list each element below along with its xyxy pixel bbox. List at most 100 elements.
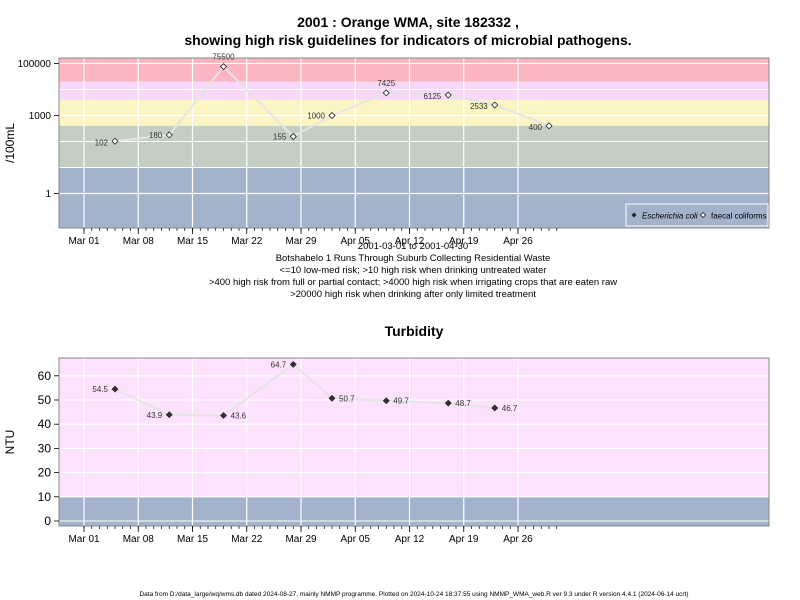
legend-box: [625, 203, 769, 227]
data-label: 1000: [307, 112, 325, 121]
caption: 2001-03-01 to 2001-04-30 Botshabelo 1 Ru…: [209, 241, 617, 300]
y-tick-label: 20: [38, 466, 52, 480]
data-point: [165, 411, 173, 419]
data-point: [165, 131, 173, 139]
x-tick-label: Mar 08: [123, 236, 155, 247]
y-axis: 1 1000 100000: [18, 59, 59, 200]
x-tick-label: Apr 19: [449, 236, 479, 247]
data-label: 43.6: [231, 411, 247, 420]
footer-note: Data from D:/data_large/wq/wms.db dated …: [139, 591, 688, 598]
gridlines: [59, 58, 769, 228]
caption-line: Botshabelo 1 Runs Through Suburb Collect…: [276, 253, 551, 264]
data-label: 180: [149, 131, 163, 140]
data-label: 54.5: [92, 385, 108, 394]
data-point: [382, 397, 390, 405]
x-tick-label: Apr 05: [341, 534, 371, 545]
data-point: [382, 89, 390, 97]
legend-marker-ecoli: [631, 212, 637, 218]
data-label: 102: [95, 138, 109, 147]
caption-line: <=10 low-med risk; >10 high risk when dr…: [280, 265, 547, 276]
data-label: 2533: [470, 102, 488, 111]
data-point: [111, 137, 119, 145]
chart-title-line2: showing high risk guidelines for indicat…: [184, 32, 631, 48]
x-tick-label: Mar 29: [285, 534, 317, 545]
x-tick-label: Mar 22: [231, 236, 263, 247]
series-line: [114, 363, 495, 417]
caption-line: 2001-03-01 to 2001-04-30: [358, 241, 468, 252]
x-tick-label: Mar 01: [68, 236, 100, 247]
risk-band: [59, 358, 769, 497]
x-tick-label: Apr 12: [395, 236, 425, 247]
y-tick-label: 1000: [29, 111, 52, 122]
y-tick-label: 40: [38, 417, 52, 431]
x-axis: Mar 01 Mar 08 Mar 15 Mar 22 Mar 29 Apr 05 Apr …: [68, 228, 558, 247]
gridlines: [59, 358, 769, 526]
legend-label-ecoli: Escherichia coli: [642, 212, 698, 221]
y-axis: 0 10 20 30 40 50 60: [38, 369, 59, 528]
caption-line: >400 high risk from full or partial cont…: [209, 277, 617, 288]
data-label: 43.9: [147, 411, 163, 420]
plot-frame: [58, 57, 770, 229]
x-axis: Mar 01 Mar 08 Mar 15 Mar 22 Mar 29 Apr 05 Apr …: [68, 526, 558, 545]
data-label: 155: [273, 133, 287, 142]
plot-frame: [58, 357, 770, 527]
y-tick-label: 50: [38, 393, 52, 407]
risk-band: [59, 99, 769, 126]
x-tick-label: Mar 15: [177, 236, 209, 247]
data-point: [328, 394, 336, 402]
data-point: [444, 91, 452, 99]
x-tick-label: Mar 15: [177, 534, 209, 545]
y-tick-label: 10: [38, 490, 52, 504]
y-tick-label: 1: [45, 189, 51, 200]
data-label: 49.7: [393, 397, 409, 406]
data-point: [289, 361, 297, 368]
x-tick-label: Apr 12: [395, 534, 425, 545]
data-point: [444, 399, 452, 407]
y-tick-label: 100000: [18, 59, 52, 70]
data-point: [328, 111, 336, 120]
risk-band: [59, 125, 769, 168]
legend: Escherichia coli faecal coliforms: [625, 203, 769, 227]
legend-marker-faecal: [699, 211, 707, 219]
risk-bands: [59, 58, 769, 228]
x-tick-label: Apr 19: [449, 534, 479, 545]
data-label: 64.7: [271, 360, 287, 369]
x-tick-label: Apr 26: [503, 534, 533, 545]
x-tick-label: Mar 01: [68, 534, 100, 545]
x-tick-label: Apr 05: [341, 236, 371, 247]
y-axis-label: NTU: [3, 430, 17, 455]
risk-band: [59, 81, 769, 100]
y-tick-label: 30: [38, 441, 52, 455]
x-tick-label: Mar 22: [231, 534, 263, 545]
data-point: [491, 404, 499, 412]
x-tick-label: Mar 29: [285, 236, 317, 247]
data-label: 46.7: [502, 404, 518, 413]
turbidity-panel: 54.5 43.9 43.6 64.7 50.7 49.7 48.7 46.7 0 10 20 30…: [3, 357, 770, 545]
x-tick-label: Mar 08: [123, 534, 155, 545]
data-point: [545, 122, 553, 130]
data-point: [111, 385, 119, 393]
data-series: 102 180 75500 155 1000 7425 6125 2533 400: [95, 53, 553, 147]
y-tick-label: 0: [44, 514, 51, 528]
chart-title-line1: 2001 : Orange WMA, site 182332 ,: [297, 14, 519, 30]
data-label: 7425: [377, 79, 395, 88]
data-label: 400: [529, 123, 543, 132]
data-point: [220, 412, 227, 419]
data-series: 54.5 43.9 43.6 64.7 50.7 49.7 48.7 46.7: [92, 360, 517, 420]
y-axis-label: /100mL: [3, 123, 17, 163]
data-label: 48.7: [455, 399, 471, 408]
data-point: [289, 132, 297, 141]
x-tick-label: Apr 26: [503, 236, 533, 247]
data-label: 6125: [423, 92, 441, 101]
legend-label-faecal: faecal coliforms: [711, 212, 767, 221]
data-label: 75500: [212, 53, 235, 62]
data-point: [491, 101, 499, 109]
risk-bands: [59, 358, 769, 526]
risk-band: [59, 496, 769, 526]
caption-line: >20000 high risk when drinking after onl…: [290, 289, 536, 300]
risk-band: [59, 58, 769, 82]
turbidity-title: Turbidity: [385, 323, 444, 339]
data-point: [219, 63, 228, 71]
